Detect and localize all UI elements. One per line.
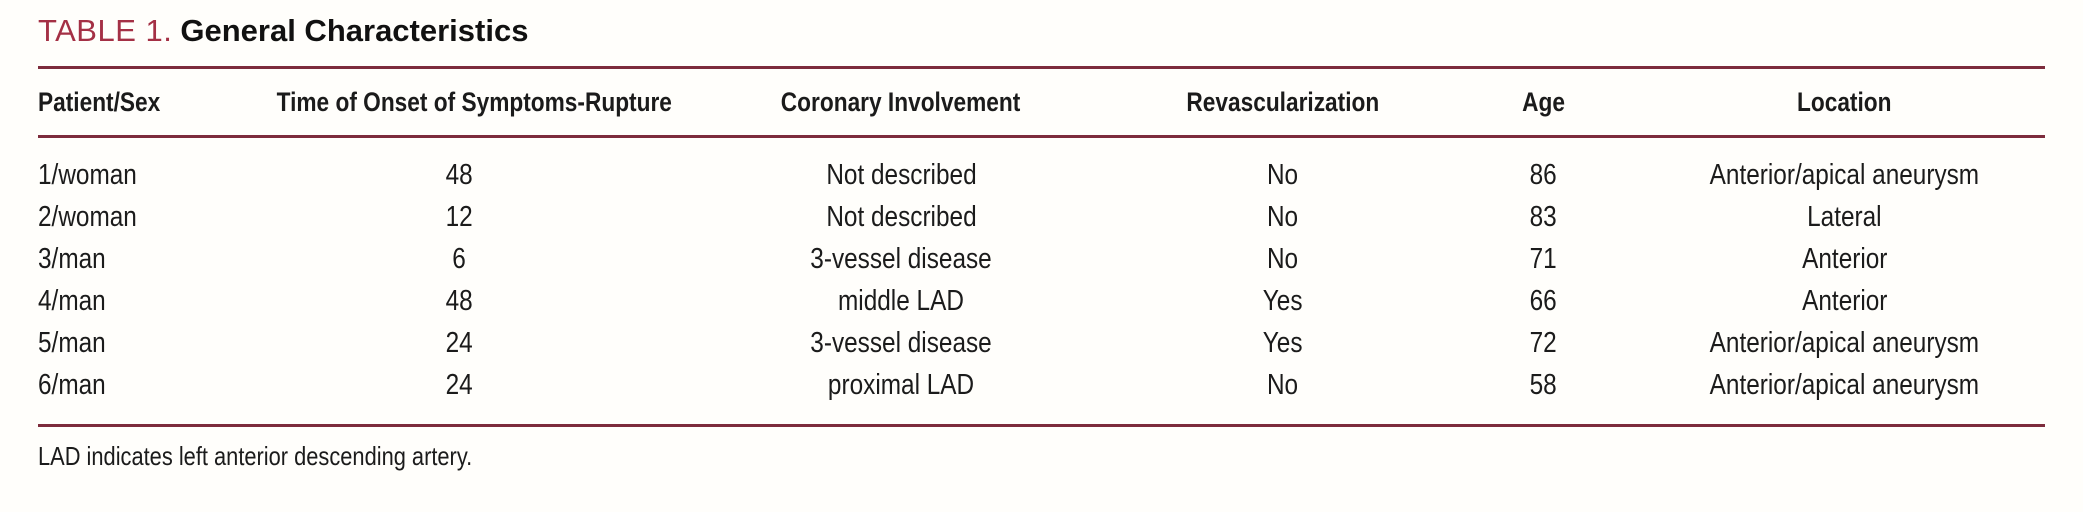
cell-value: No — [1266, 200, 1298, 233]
cell-value: 48 — [445, 284, 473, 317]
cell-value: No — [1266, 158, 1298, 191]
cell-value: 5/man — [38, 326, 106, 359]
cell-value: 66 — [1529, 284, 1557, 317]
cell-value: 4/man — [38, 284, 106, 317]
cell-value: 71 — [1529, 242, 1557, 275]
cell-time-of-onset: 24 — [239, 364, 681, 426]
cell-location: Anterior/apical aneurysm — [1644, 322, 2045, 364]
cell-value: Anterior — [1801, 284, 1887, 317]
cell-age: 58 — [1443, 364, 1644, 426]
cell-value: Lateral — [1807, 200, 1882, 233]
table-row-patient-3: 3/man 6 3-vessel disease No 71 Anterior — [38, 238, 2045, 280]
cell-coronary-involvement: proximal LAD — [680, 364, 1122, 426]
column-header-label: Coronary Involvement — [781, 86, 1021, 117]
cell-value: 6/man — [38, 368, 106, 401]
cell-location: Anterior/apical aneurysm — [1644, 364, 2045, 426]
cell-time-of-onset: 48 — [239, 137, 681, 197]
cell-coronary-involvement: middle LAD — [680, 280, 1122, 322]
cell-age: 83 — [1443, 196, 1644, 238]
cell-patient-sex: 5/man — [38, 322, 239, 364]
table-row-patient-5: 5/man 24 3-vessel disease Yes 72 Anterio… — [38, 322, 2045, 364]
column-header-label: Location — [1797, 86, 1892, 117]
cell-coronary-involvement: Not described — [680, 196, 1122, 238]
cell-coronary-involvement: 3-vessel disease — [680, 322, 1122, 364]
table-caption: TABLE 1. General Characteristics — [38, 0, 2045, 48]
cell-location: Anterior/apical aneurysm — [1644, 137, 2045, 197]
cell-value: 24 — [445, 326, 473, 359]
cell-location: Lateral — [1644, 196, 2045, 238]
cell-value: 48 — [445, 158, 473, 191]
cell-age: 71 — [1443, 238, 1644, 280]
cell-time-of-onset: 24 — [239, 322, 681, 364]
cell-value: 6 — [452, 242, 467, 275]
cell-coronary-involvement: Not described — [680, 137, 1122, 197]
cell-location: Anterior — [1644, 238, 2045, 280]
cell-value: 58 — [1529, 368, 1557, 401]
cell-revascularization: Yes — [1122, 322, 1443, 364]
cell-revascularization: No — [1122, 196, 1443, 238]
cell-value: 24 — [445, 368, 473, 401]
cell-value: 3-vessel disease — [810, 326, 992, 359]
column-header-label: Age — [1521, 86, 1565, 117]
column-header-label: Patient/Sex — [38, 86, 161, 117]
column-header-age: Age — [1442, 67, 1644, 138]
footnote-text: LAD indicates left anterior descending a… — [38, 441, 473, 471]
table-header-row: Patient/Sex Time of Onset of Symptoms-Ru… — [38, 67, 2045, 138]
cell-value: middle LAD — [838, 284, 964, 317]
table-number-label: TABLE 1. — [38, 13, 173, 48]
cell-value: 3/man — [38, 242, 106, 275]
cell-value: Yes — [1262, 326, 1303, 359]
cell-age: 86 — [1443, 137, 1644, 197]
table-row-patient-6: 6/man 24 proximal LAD No 58 Anterior/api… — [38, 364, 2045, 426]
cell-value: 2/woman — [38, 200, 137, 233]
table-row-patient-1: 1/woman 48 Not described No 86 Anterior/… — [38, 137, 2045, 197]
cell-value: No — [1266, 242, 1298, 275]
cell-revascularization: No — [1122, 364, 1443, 426]
column-header-label: Time of Onset of Symptoms-Rupture — [276, 86, 672, 117]
cell-patient-sex: 3/man — [38, 238, 239, 280]
table-row-patient-4: 4/man 48 middle LAD Yes 66 Anterior — [38, 280, 2045, 322]
table-footnote: LAD indicates left anterior descending a… — [38, 441, 2045, 471]
cell-value: Anterior/apical aneurysm — [1709, 158, 1979, 191]
cell-revascularization: Yes — [1122, 280, 1443, 322]
cell-value: Anterior/apical aneurysm — [1709, 326, 1979, 359]
cell-revascularization: No — [1122, 238, 1443, 280]
column-header-revascularization: Revascularization — [1121, 67, 1443, 138]
cell-value: 12 — [445, 200, 473, 233]
column-header-location: Location — [1643, 67, 2045, 138]
column-header-patient-sex: Patient/Sex — [38, 67, 239, 138]
cell-coronary-involvement: 3-vessel disease — [680, 238, 1122, 280]
cell-age: 66 — [1443, 280, 1644, 322]
cell-patient-sex: 4/man — [38, 280, 239, 322]
cell-value: Not described — [825, 158, 977, 191]
cell-value: 3-vessel disease — [810, 242, 992, 275]
cell-age: 72 — [1443, 322, 1644, 364]
cell-patient-sex: 6/man — [38, 364, 239, 426]
table-title: General Characteristics — [180, 13, 529, 48]
cell-value: Yes — [1262, 284, 1303, 317]
cell-value: Anterior — [1801, 242, 1887, 275]
column-header-label: Revascularization — [1185, 86, 1379, 117]
cell-value: 1/woman — [38, 158, 137, 191]
cell-time-of-onset: 12 — [239, 196, 681, 238]
column-header-coronary-involvement: Coronary Involvement — [680, 67, 1122, 138]
cell-value: 86 — [1529, 158, 1557, 191]
cell-value: proximal LAD — [827, 368, 975, 401]
characteristics-table: Patient/Sex Time of Onset of Symptoms-Ru… — [38, 66, 2045, 427]
cell-value: Not described — [825, 200, 977, 233]
cell-value: Anterior/apical aneurysm — [1709, 368, 1979, 401]
column-header-time-of-onset: Time of Onset of Symptoms-Rupture — [238, 67, 681, 138]
cell-location: Anterior — [1644, 280, 2045, 322]
table-row-patient-2: 2/woman 12 Not described No 83 Lateral — [38, 196, 2045, 238]
cell-value: 72 — [1529, 326, 1557, 359]
cell-revascularization: No — [1122, 137, 1443, 197]
cell-value: No — [1266, 368, 1298, 401]
cell-time-of-onset: 48 — [239, 280, 681, 322]
cell-time-of-onset: 6 — [239, 238, 681, 280]
cell-value: 83 — [1529, 200, 1557, 233]
cell-patient-sex: 2/woman — [38, 196, 239, 238]
cell-patient-sex: 1/woman — [38, 137, 239, 197]
